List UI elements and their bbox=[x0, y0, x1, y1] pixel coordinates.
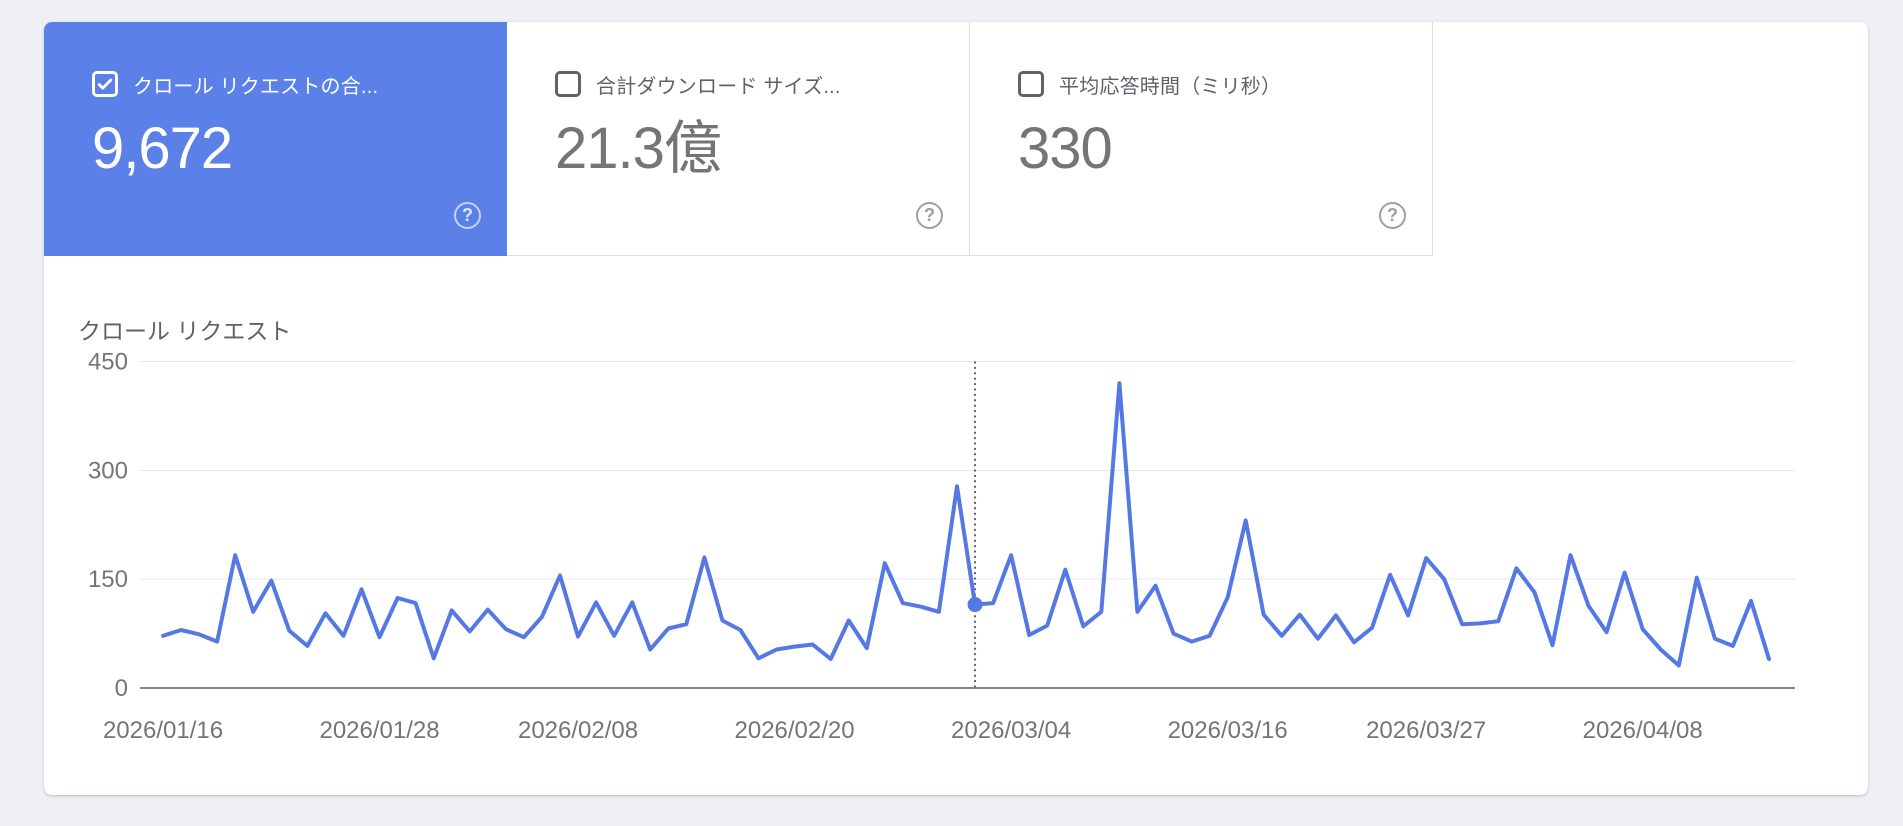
metric-card-avg-response-time[interactable]: 平均応答時間（ミリ秒） 330 ? bbox=[970, 22, 1433, 256]
x-axis-label: 2026/03/16 bbox=[1168, 717, 1288, 744]
help-icon[interactable]: ? bbox=[916, 202, 943, 229]
selected-point-dot bbox=[967, 597, 983, 613]
help-icon[interactable]: ? bbox=[1379, 202, 1406, 229]
metric-card-header: 合計ダウンロード サイズ... bbox=[555, 70, 969, 98]
x-axis-label: 2026/02/08 bbox=[518, 717, 638, 744]
checkbox-unchecked-icon[interactable] bbox=[555, 71, 581, 97]
checkbox-unchecked-icon[interactable] bbox=[1018, 71, 1044, 97]
checkbox-checked-icon[interactable] bbox=[92, 71, 118, 97]
metric-card-header: 平均応答時間（ミリ秒） bbox=[1018, 70, 1432, 98]
crawl-stats-panel: クロール リクエストの合... 9,672 ? 合計ダウンロード サイズ... … bbox=[44, 22, 1868, 795]
chart-title: クロール リクエスト bbox=[78, 318, 292, 344]
metric-cards-row: クロール リクエストの合... 9,672 ? 合計ダウンロード サイズ... … bbox=[44, 22, 1868, 256]
metric-card-total-download-size[interactable]: 合計ダウンロード サイズ... 21.3億 ? bbox=[507, 22, 970, 256]
metric-card-value: 330 bbox=[1018, 116, 1113, 181]
metric-card-header: クロール リクエストの合... bbox=[92, 70, 507, 98]
x-axis-label: 2026/01/28 bbox=[319, 717, 439, 744]
metric-card-label: クロール リクエストの合... bbox=[133, 75, 379, 98]
cards-row-filler bbox=[1433, 22, 1868, 256]
metric-card-label: 合計ダウンロード サイズ... bbox=[596, 75, 841, 98]
x-axis-label: 2026/02/20 bbox=[735, 717, 855, 744]
y-axis-label: 150 bbox=[88, 566, 128, 593]
x-axis-label: 2026/03/04 bbox=[951, 717, 1071, 744]
series-line-crawl-requests bbox=[161, 381, 1771, 668]
y-axis-label: 300 bbox=[88, 457, 128, 484]
metric-card-total-crawl-requests[interactable]: クロール リクエストの合... 9,672 ? bbox=[44, 22, 507, 256]
x-axis-label: 2026/03/27 bbox=[1366, 717, 1486, 744]
crawl-requests-chart[interactable]: 0 150 300 450 2026/01/16 2026/01/28 2026/02/08… bbox=[44, 256, 1868, 795]
y-axis-label: 450 bbox=[88, 349, 128, 376]
metric-card-value: 9,672 bbox=[92, 116, 233, 181]
metric-card-label: 平均応答時間（ミリ秒） bbox=[1059, 75, 1282, 98]
y-axis-label: 0 bbox=[115, 675, 128, 702]
x-axis-label: 2026/01/16 bbox=[103, 717, 223, 744]
help-icon[interactable]: ? bbox=[454, 202, 481, 229]
metric-card-value: 21.3億 bbox=[555, 116, 722, 181]
chart-area: クロール リクエスト 0 150 300 450 2026/01/16 2026/01/2… bbox=[44, 256, 1868, 795]
x-axis-label: 2026/04/08 bbox=[1583, 717, 1703, 744]
